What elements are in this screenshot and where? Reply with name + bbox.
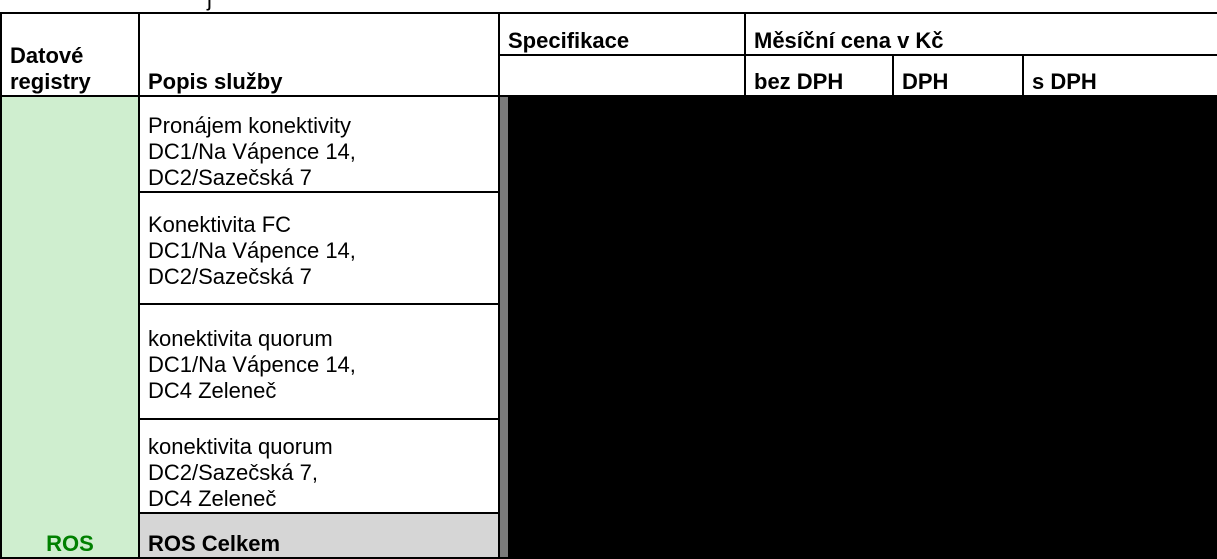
registry-name: ROS <box>0 95 140 559</box>
header-row-1: Datové registry Popis služby Specifikace… <box>0 12 1217 97</box>
table-row: Konektivita FC DC1/Na Vápence 14, DC2/Sa… <box>1 191 1217 306</box>
header-price-with-vat: s DPH <box>1021 54 1217 97</box>
total-row: ROS Celkem <box>1 512 1217 559</box>
service-description: Konektivita FC DC1/Na Vápence 14, DC2/Sa… <box>138 191 500 306</box>
service-description: konektivita quorum DC2/Sazečská 7, DC4 Z… <box>138 417 500 515</box>
header-service-description: Popis služby <box>138 12 500 97</box>
header-row-2: bez DPH DPH s DPH <box>1 54 1217 97</box>
previous-page-text-fragment: j <box>0 0 1217 12</box>
pricing-table: Datové registry Popis služby Specifikace… <box>0 12 1217 559</box>
header-monthly-price: Měsíční cena v Kč <box>743 12 1217 56</box>
total-label: ROS Celkem <box>138 512 500 559</box>
header-price-without-vat: bez DPH <box>744 54 894 97</box>
header-vat: DPH <box>892 54 1024 97</box>
header-specification-sub <box>498 54 746 97</box>
table-row: konektivita quorum DC1/Na Vápence 14, DC… <box>1 303 1217 420</box>
redaction-noise <box>508 98 1217 556</box>
service-description: konektivita quorum DC1/Na Vápence 14, DC… <box>138 303 500 420</box>
redacted-area <box>497 95 1217 559</box>
header-specification: Specifikace <box>498 12 746 56</box>
header-registry: Datové registry <box>0 12 140 97</box>
table-row: ROS Pronájem konektivity DC1/Na Vápence … <box>0 94 1217 559</box>
table-row: konektivita quorum DC2/Sazečská 7, DC4 Z… <box>1 417 1217 515</box>
service-description: Pronájem konektivity DC1/Na Vápence 14, … <box>138 94 500 194</box>
